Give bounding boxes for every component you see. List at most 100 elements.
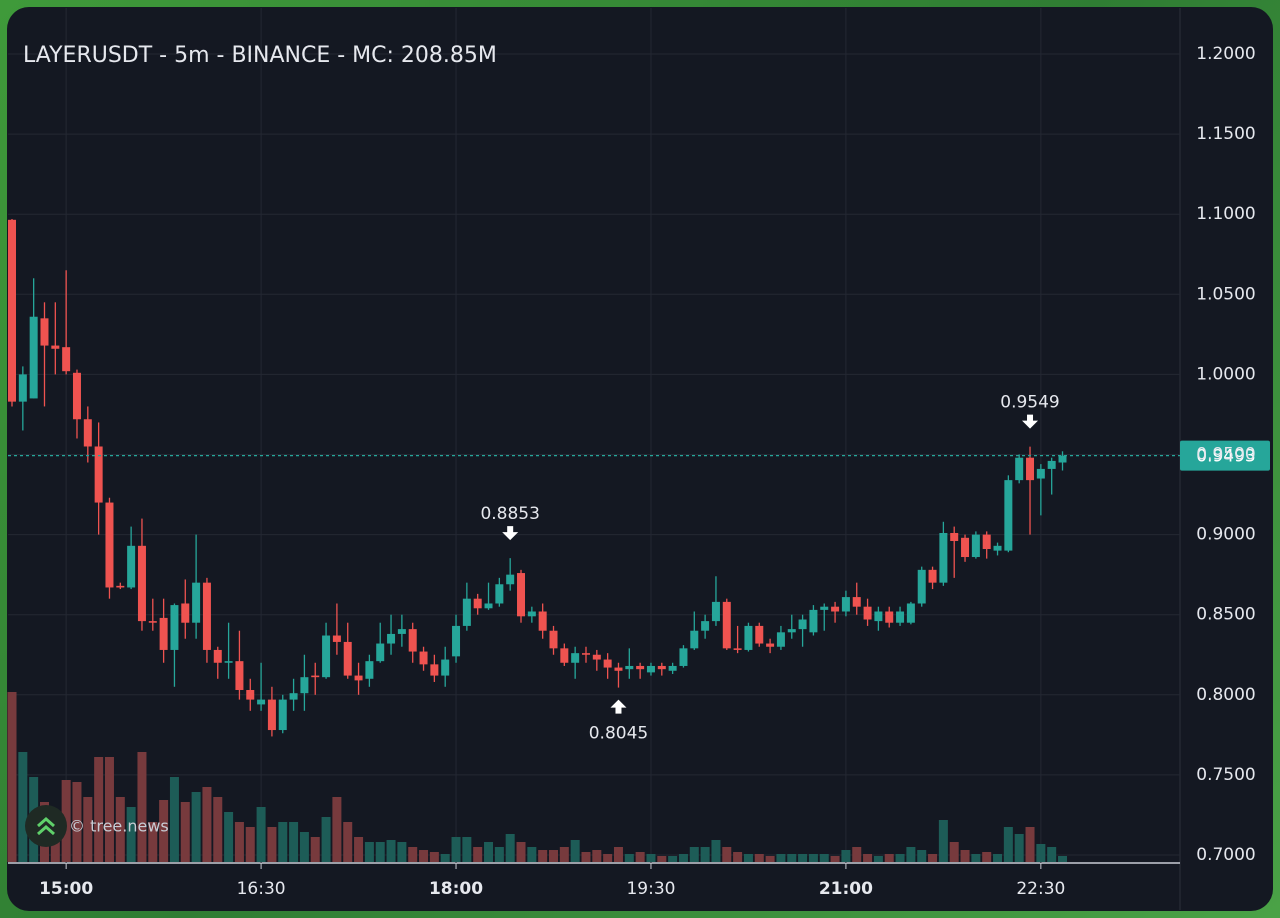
annotation-arrow (502, 526, 519, 541)
volume-bar (581, 852, 591, 862)
candle-body (657, 665, 666, 670)
candle-body (192, 582, 201, 623)
candle-body (246, 689, 255, 700)
candle-body (116, 585, 125, 588)
candle-body (62, 347, 71, 372)
volume-bar (505, 834, 515, 862)
volume-bar (570, 840, 580, 862)
candle-body (993, 545, 1002, 551)
volume-bar (949, 842, 959, 862)
volume-bar (657, 856, 667, 862)
candle-body (506, 574, 515, 585)
candle-body (1058, 455, 1067, 463)
volume-bar (18, 752, 28, 862)
chart-title: LAYERUSDT - 5m - BINANCE - MC: 208.85M (23, 43, 497, 68)
volume-bar (624, 854, 634, 862)
candle-body (841, 597, 850, 612)
candle-body (332, 635, 341, 642)
x-tick-label: 16:30 (237, 879, 286, 899)
candle-body (701, 621, 710, 631)
candle-body (397, 629, 406, 634)
candle-body (484, 603, 493, 609)
volume-bar (722, 847, 732, 862)
volume-bar (1036, 844, 1046, 862)
candle-body (354, 675, 363, 681)
candle-body (213, 649, 222, 663)
candle-body (235, 661, 244, 690)
candle-body (105, 502, 114, 588)
volume-bar (104, 757, 114, 862)
annotation-label: 0.8853 (480, 504, 539, 524)
y-tick-label: 0.7500 (1196, 765, 1255, 785)
y-tick-label: 0.7000 (1196, 845, 1255, 865)
volume-bar (841, 850, 851, 862)
candle-body (809, 609, 818, 633)
volume-bar (884, 854, 894, 862)
volume-bar (819, 854, 829, 862)
overlay-layer: 0.9493 0.8853 0.8045 0.9549 (8, 393, 1270, 744)
candle-body (18, 374, 27, 402)
candle-body (581, 653, 590, 655)
volume-bar (960, 850, 970, 862)
candle-body (1026, 457, 1035, 481)
volume-bar (689, 847, 699, 862)
volume-bar (213, 797, 223, 862)
candle-body (928, 569, 937, 583)
candle-body (83, 419, 92, 447)
annotation-label: 0.8045 (589, 724, 648, 744)
candle-body (896, 611, 905, 623)
candle-body (961, 537, 970, 558)
volume-bar (603, 854, 613, 862)
candle-body (51, 345, 60, 349)
volume-bar (928, 854, 938, 862)
volume-bar (895, 854, 905, 862)
volume-bar (938, 820, 948, 862)
candle-body (419, 651, 428, 665)
y-tick-label: 1.0000 (1196, 364, 1255, 384)
y-tick-label: 0.8000 (1196, 685, 1255, 705)
volume-bar (191, 792, 201, 862)
x-tick-label: 15:00 (39, 879, 93, 899)
volume-bar (148, 822, 158, 862)
candle-body (1036, 468, 1045, 479)
volume-bar (635, 852, 645, 862)
volume-bar (180, 802, 190, 862)
candle-body (376, 643, 385, 662)
candle-body (527, 611, 536, 617)
volume-bar (289, 822, 299, 862)
candle-body (744, 625, 753, 650)
candle-body (787, 629, 796, 633)
volume-bar (1025, 827, 1035, 862)
candle-body (452, 625, 461, 657)
candle-body (885, 611, 894, 623)
candle-body (517, 573, 526, 617)
volume-bar (72, 782, 82, 862)
candle-body (820, 606, 829, 610)
candle-body (755, 625, 764, 644)
volume-bar (711, 840, 721, 862)
volume-bar (343, 822, 353, 862)
candle-body (1047, 460, 1056, 469)
volume-bar (776, 854, 786, 862)
candle-body (441, 659, 450, 676)
volume-bar (256, 807, 266, 862)
candle-body (722, 601, 731, 649)
candle-body (711, 601, 720, 622)
candle-body (603, 659, 612, 668)
volume-bar (202, 787, 212, 862)
volume-bar (224, 812, 234, 862)
candle-body (776, 632, 785, 647)
volume-bar (169, 777, 179, 862)
candle-body (343, 641, 352, 676)
volume-bar (332, 797, 342, 862)
volume-bar (83, 797, 93, 862)
y-tick-label: 1.0500 (1196, 284, 1255, 304)
candle-body (549, 630, 558, 649)
x-tick-label: 18:00 (429, 879, 483, 899)
candle-body (170, 605, 179, 650)
volume-bar (906, 847, 916, 862)
volume-bar (765, 856, 775, 862)
candle-body (365, 661, 374, 679)
candle-body (148, 621, 157, 623)
